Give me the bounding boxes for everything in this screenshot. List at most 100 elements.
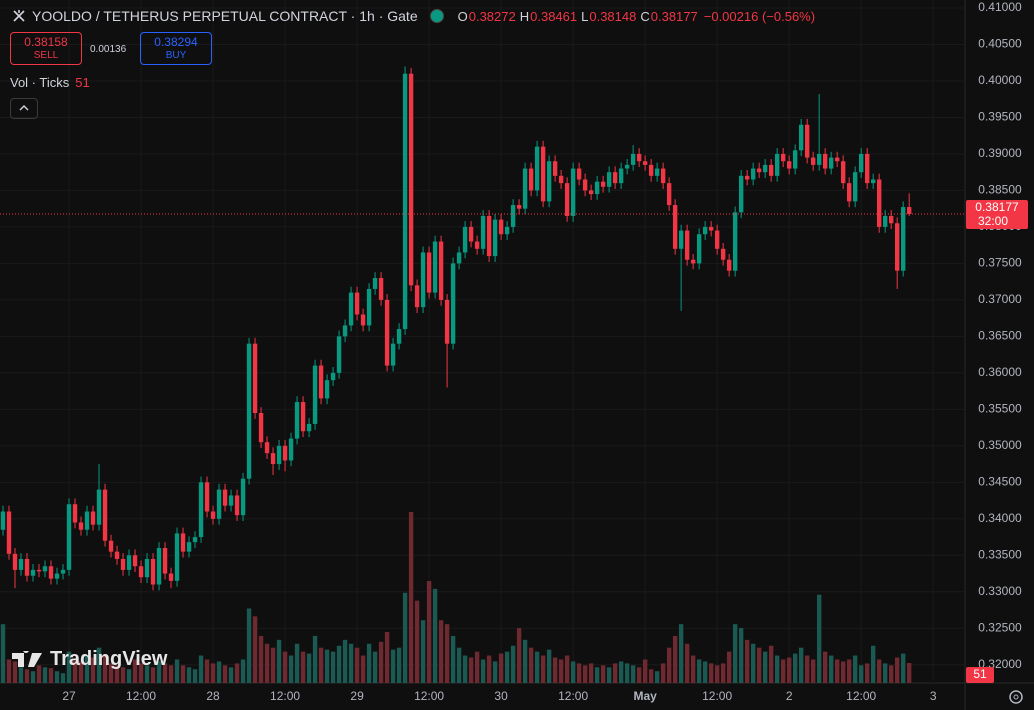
- grid: [0, 0, 965, 683]
- candle-body: [66, 504, 72, 570]
- candle-body: [750, 168, 756, 180]
- gear[interactable]: [1009, 690, 1023, 704]
- x-tick-label: 12:00: [414, 689, 444, 703]
- collapse-button[interactable]: [10, 98, 38, 119]
- volume-bar: [666, 647, 672, 683]
- volume-bar: [24, 669, 30, 683]
- y-tick-label: 0.37000: [978, 292, 1022, 306]
- x-tick-label: 12:00: [702, 689, 732, 703]
- x-tick-label: 30: [494, 689, 508, 703]
- volume-bar: [294, 643, 300, 683]
- y-tick-label: 0.33000: [978, 584, 1022, 598]
- volume-bar: [66, 651, 72, 683]
- x-tick-label: May: [633, 689, 657, 703]
- candle-body: [756, 168, 762, 173]
- candle-body: [822, 153, 828, 169]
- candle-body: [774, 153, 780, 176]
- volume-bar: [138, 663, 144, 683]
- sell-button[interactable]: 0.38158 SELL: [10, 32, 82, 65]
- candle-body: [354, 292, 360, 315]
- volume-bar: [120, 667, 126, 683]
- candle-body: [606, 172, 612, 187]
- volume-bar: [744, 639, 750, 683]
- volume-bar: [228, 667, 234, 683]
- volume-bar: [246, 608, 252, 683]
- x-tick-label: 2: [786, 689, 793, 703]
- volume-bar: [48, 668, 54, 683]
- header: YOOLDO / TETHERUS PERPETUAL CONTRACT · 1…: [12, 6, 815, 26]
- candle-body: [144, 558, 150, 578]
- candle-body: [72, 504, 78, 523]
- candle-body: [132, 555, 138, 567]
- volume-bar: [180, 665, 186, 683]
- candle-body: [786, 161, 792, 169]
- candle-body: [246, 343, 252, 479]
- y-tick-label: 0.35500: [978, 402, 1022, 416]
- sell-price[interactable]: 0.38158: [24, 35, 68, 49]
- volume-bar: [156, 661, 162, 683]
- volume-bar: [558, 659, 564, 683]
- candle-body: [726, 259, 732, 271]
- symbol: YOOLDO / TETHERUS PERPETUAL CONTRACT · 1…: [32, 8, 418, 24]
- y-tick-label: 0.32500: [978, 620, 1022, 634]
- volume-bar: [210, 663, 216, 683]
- candle-body: [552, 161, 558, 176]
- volume-bar: [720, 663, 726, 683]
- candle-body: [294, 402, 300, 439]
- settings-icon[interactable]: [1009, 690, 1023, 704]
- candle-body: [612, 172, 618, 184]
- volume-bar: [900, 653, 906, 683]
- volume-bar: [414, 600, 420, 683]
- buy-button[interactable]: 0.38294 BUY: [140, 32, 212, 65]
- candle-body: [516, 205, 522, 209]
- x-tick-label: 12:00: [270, 689, 300, 703]
- chevron[interactable]: [11, 99, 37, 118]
- candle-body: [90, 511, 96, 525]
- candle-body: [150, 558, 156, 585]
- volume-bar: [654, 671, 660, 683]
- ohlc-key: C: [640, 8, 650, 24]
- y-tick-label: 0.36500: [978, 329, 1022, 343]
- y-tick-label: 0.40000: [978, 73, 1022, 87]
- volume-bar: [774, 655, 780, 683]
- candle-body: [678, 230, 684, 249]
- buy-price[interactable]: 0.38294: [154, 35, 198, 49]
- volume-bar: [132, 659, 138, 683]
- volume-bar: [198, 655, 204, 683]
- candle-body: [114, 551, 120, 559]
- candle-body: [384, 299, 390, 366]
- chevron-path[interactable]: [19, 105, 29, 111]
- buy-label[interactable]: BUY: [165, 50, 187, 61]
- y-tick-label: 0.36000: [978, 365, 1022, 379]
- candle-body: [174, 533, 180, 581]
- volume-bar: [72, 659, 78, 683]
- candle-body: [102, 489, 108, 541]
- volume-bar: [846, 659, 852, 683]
- volume-bar: [852, 655, 858, 683]
- candle-body: [558, 175, 564, 184]
- candle-body: [852, 172, 858, 202]
- candle-body: [378, 278, 384, 300]
- volume-bar: [816, 594, 822, 683]
- sell-label[interactable]: SELL: [33, 50, 59, 61]
- candle-body: [714, 230, 720, 249]
- candle-body: [360, 314, 366, 326]
- gear-hub[interactable]: [1013, 694, 1019, 700]
- candle-body: [660, 168, 666, 184]
- volume-bar: [528, 647, 534, 683]
- volume-bar: [696, 659, 702, 683]
- y-tick-label: 0.40500: [978, 37, 1022, 51]
- candle-body: [408, 73, 414, 286]
- candle-body: [54, 573, 60, 579]
- candle-body: [270, 453, 276, 465]
- candle-body: [96, 489, 102, 525]
- volume-legend-label: Vol · Ticks: [10, 75, 70, 90]
- volume-bar: [42, 667, 48, 683]
- volume-bar: [576, 663, 582, 683]
- volume-bar: [504, 651, 510, 683]
- volume-bar: [90, 657, 96, 683]
- candle-body: [198, 482, 204, 538]
- volume-bar: [462, 655, 468, 683]
- volume-bar: [624, 663, 630, 683]
- volume-bar: [786, 657, 792, 683]
